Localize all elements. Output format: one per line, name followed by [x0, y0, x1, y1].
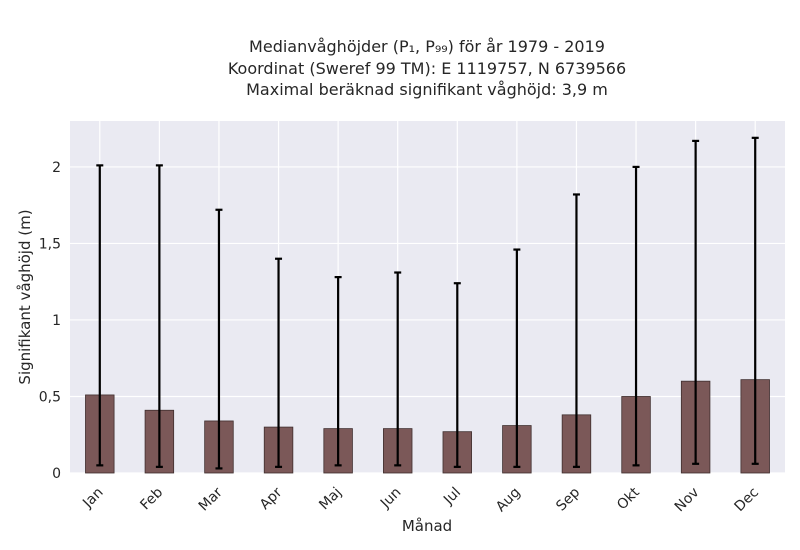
- y-tick-label: 0,5: [39, 389, 61, 405]
- y-tick-label: 1: [52, 313, 61, 329]
- y-tick-label: 1,5: [39, 236, 61, 252]
- x-tick-label: Okt: [614, 484, 643, 513]
- x-tick-label: Aug: [493, 485, 524, 516]
- y-axis-label: Signifikant våghöjd (m): [16, 209, 34, 384]
- title-line-2: Koordinat (Sweref 99 TM): E 1119757, N 6…: [228, 59, 626, 78]
- x-tick-label: Mar: [196, 484, 226, 514]
- x-tick-label: Jan: [79, 485, 106, 512]
- x-tick-label: Jul: [440, 485, 464, 509]
- y-tick-label: 0: [52, 466, 61, 482]
- y-axis-ticks: 0 0,5 1 1,5 2: [39, 160, 61, 482]
- x-tick-label: Apr: [257, 484, 286, 513]
- plot-area: [70, 121, 785, 473]
- x-tick-label: Sep: [553, 484, 583, 514]
- x-tick-label: Dec: [732, 485, 762, 515]
- error-bars: [96, 136, 759, 470]
- x-tick-label: Maj: [316, 485, 345, 514]
- chart-title: Medianvåghöjder (P₁, P₉₉) för år 1979 - …: [228, 37, 626, 99]
- x-tick-label: Nov: [672, 485, 703, 516]
- x-axis-ticks: Jan Feb Mar Apr Maj Jun Jul Aug Sep Okt Nov Dec: [79, 484, 762, 515]
- x-axis-label: Månad: [402, 517, 452, 535]
- title-line-3: Maximal beräknad signifikant våghöjd: 3,…: [246, 80, 608, 99]
- x-tick-label: Feb: [137, 484, 166, 513]
- title-line-1: Medianvåghöjder (P₁, P₉₉) för år 1979 - …: [249, 37, 605, 56]
- x-tick-label: Jun: [377, 485, 404, 512]
- y-tick-label: 2: [52, 160, 61, 176]
